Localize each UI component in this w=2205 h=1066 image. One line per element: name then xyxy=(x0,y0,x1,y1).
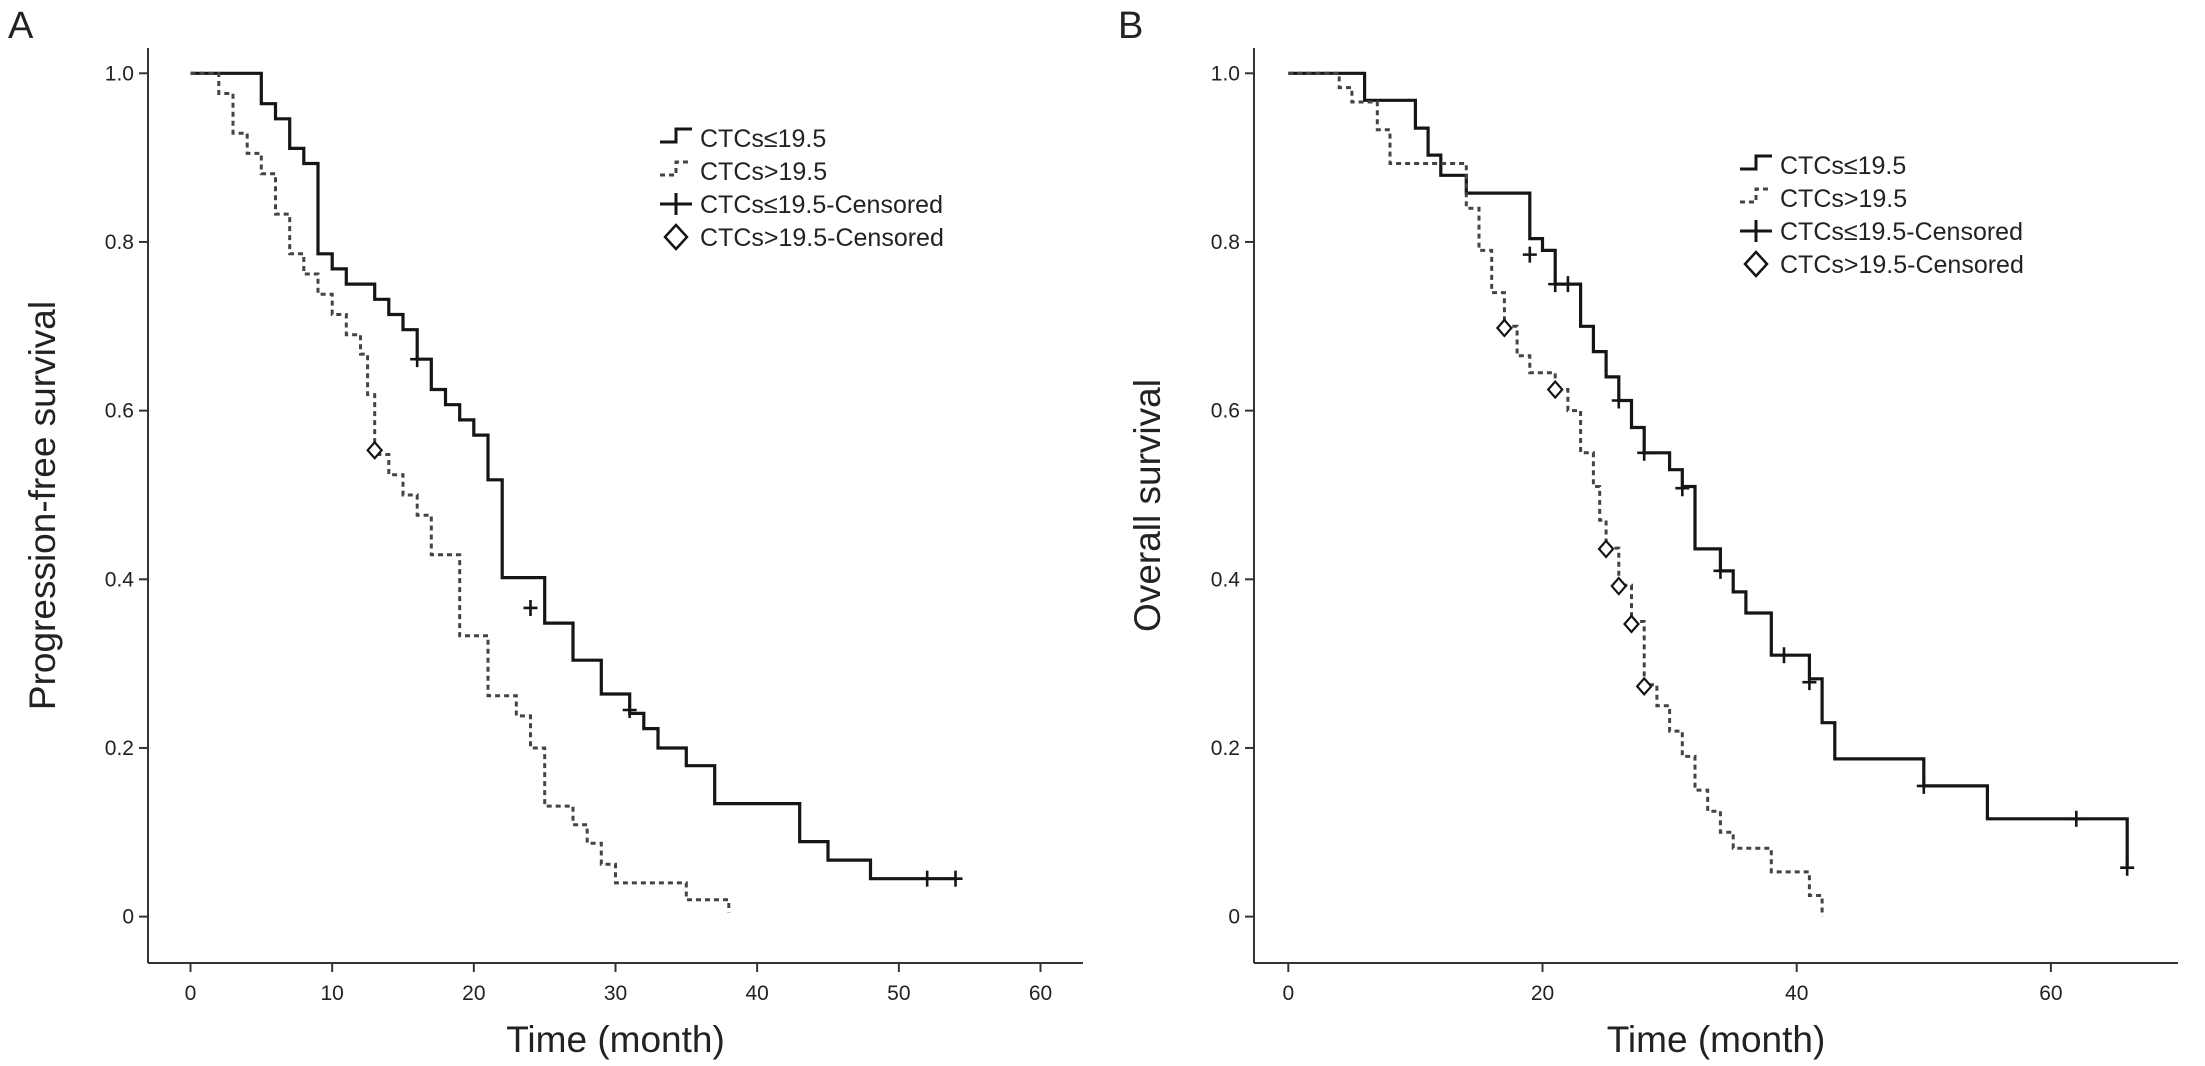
censor-plus-mark xyxy=(1713,562,1728,579)
x-tick-label: 0 xyxy=(1282,982,1294,1005)
legend-swatch-plus xyxy=(1740,220,1772,242)
censor-plus-mark xyxy=(410,351,425,368)
legend-label: CTCs>19.5 xyxy=(1780,185,1907,213)
x-tick-label: 10 xyxy=(320,982,343,1005)
censor-plus-mark xyxy=(1802,674,1817,691)
y-tick-label: 0.6 xyxy=(1211,400,1240,423)
x-axis-title: Time (month) xyxy=(506,1019,725,1060)
censor-plus-mark xyxy=(1560,276,1575,293)
series-line-ctcs-high xyxy=(190,71,731,913)
series-line-ctcs-low xyxy=(190,71,956,881)
y-tick-label: 0 xyxy=(1228,906,1240,929)
censor-diamond-mark xyxy=(1597,539,1615,559)
y-tick-label: 1.0 xyxy=(105,62,134,85)
x-tick-label: 40 xyxy=(1785,982,1808,1005)
y-tick-label: 0.2 xyxy=(105,737,134,760)
y-tick-label: 1.0 xyxy=(1211,62,1240,85)
legend-swatch-diamond xyxy=(663,223,689,251)
x-tick-label: 60 xyxy=(2039,982,2062,1005)
x-tick-label: 50 xyxy=(887,982,910,1005)
censor-plus-mark xyxy=(523,599,538,616)
x-tick-label: 20 xyxy=(1531,982,1554,1005)
legend-label: CTCs>19.5-Censored xyxy=(700,224,944,252)
legend-swatch-solid xyxy=(1740,154,1772,171)
censor-plus-mark xyxy=(1637,444,1652,461)
series-line-ctcs-high xyxy=(1288,71,1824,917)
legend-label: CTCs≤19.5-Censored xyxy=(700,191,943,219)
legend-swatch-dashed xyxy=(1740,187,1772,204)
x-tick-label: 40 xyxy=(745,982,768,1005)
y-axis-title: Progression-free survival xyxy=(22,301,63,710)
legend-swatch-solid xyxy=(660,127,692,144)
y-tick-label: 0.2 xyxy=(1211,737,1240,760)
censor-plus-mark xyxy=(920,870,935,887)
y-tick-label: 0.8 xyxy=(1211,231,1240,254)
y-tick-label: 0.4 xyxy=(1211,568,1241,591)
legend-label: CTCs≤19.5 xyxy=(700,125,826,153)
censor-diamond-mark xyxy=(1546,379,1564,400)
censor-plus-mark xyxy=(1777,647,1791,664)
legend-swatch-dashed xyxy=(660,160,692,177)
censor-plus-mark xyxy=(622,702,637,719)
censor-plus-mark xyxy=(948,870,963,887)
censor-plus-mark xyxy=(1675,480,1690,497)
censor-plus-mark xyxy=(1611,392,1626,409)
legend-label: CTCs>19.5 xyxy=(700,158,827,186)
panel-letter: A xyxy=(8,5,34,47)
legend-label: CTCs≤19.5-Censored xyxy=(1780,218,2023,246)
x-tick-label: 20 xyxy=(462,982,485,1005)
x-axis-title: Time (month) xyxy=(1607,1019,1826,1060)
censor-diamond-mark xyxy=(1495,318,1513,338)
censor-plus-mark xyxy=(2069,810,2084,827)
y-tick-label: 0 xyxy=(122,906,134,929)
series-line-ctcs-low xyxy=(1288,71,2129,868)
x-tick-label: 60 xyxy=(1029,982,1052,1005)
legend-swatch-plus xyxy=(660,193,692,215)
panel-b: 0 20 40 60 0 0.2 0.4 0.6 0.8 1.0 Time (month) Overa… xyxy=(1118,5,2178,1060)
censor-plus-mark xyxy=(1916,777,1931,794)
censor-plus-mark xyxy=(1522,246,1537,263)
legend-label: CTCs≤19.5 xyxy=(1780,152,1906,180)
y-tick-label: 0.6 xyxy=(105,400,134,423)
y-tick-label: 0.8 xyxy=(105,231,134,254)
y-tick-label: 0.4 xyxy=(105,568,135,591)
censor-plus-mark xyxy=(1548,276,1563,293)
censor-diamond-mark xyxy=(366,440,384,460)
censor-diamond-mark xyxy=(1635,676,1653,697)
panel-a: 0 10 20 30 40 50 60 0 0.2 0.4 0.6 0.8 1.0 Time (month… xyxy=(8,5,1083,1060)
censor-diamond-mark xyxy=(1610,576,1628,596)
legend-swatch-diamond xyxy=(1743,250,1769,278)
y-axis-title: Overall survival xyxy=(1127,379,1168,632)
censor-diamond-mark xyxy=(1623,614,1640,634)
x-tick-label: 0 xyxy=(185,982,197,1005)
legend-label: CTCs>19.5-Censored xyxy=(1780,251,2024,279)
x-tick-label: 30 xyxy=(604,982,627,1005)
censor-plus-mark xyxy=(2120,859,2135,876)
panel-letter: B xyxy=(1118,5,1143,47)
